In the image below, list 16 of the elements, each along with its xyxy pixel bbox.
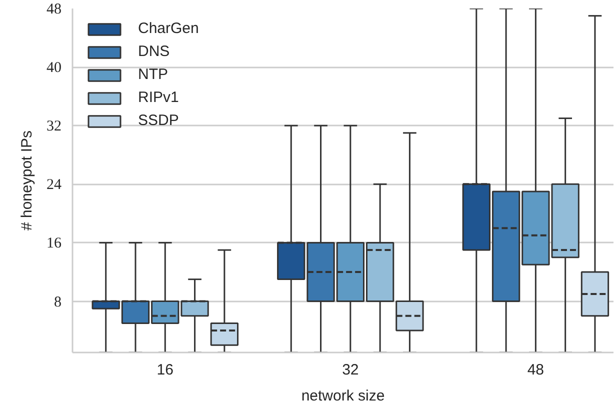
x-axis-title: network size — [301, 388, 385, 404]
legend-label: DNS — [138, 43, 170, 60]
y-axis-title: # honeypot IPs — [18, 130, 36, 231]
legend-label: RIPv1 — [138, 89, 179, 106]
y-tick-label: 48 — [46, 2, 62, 18]
x-tick-label: 32 — [342, 362, 359, 378]
legend-label: NTP — [138, 66, 168, 83]
y-tick-label: 24 — [46, 177, 62, 194]
y-tick-label: 40 — [46, 60, 62, 76]
x-tick-label: 48 — [527, 362, 544, 378]
y-tick-label: 8 — [54, 294, 62, 310]
y-tick-label: 16 — [46, 236, 62, 252]
legend-label: SSDP — [138, 112, 179, 129]
y-tick-label: 32 — [46, 118, 62, 135]
x-tick-label: 16 — [156, 362, 174, 378]
legend-label: CharGen — [138, 20, 199, 37]
